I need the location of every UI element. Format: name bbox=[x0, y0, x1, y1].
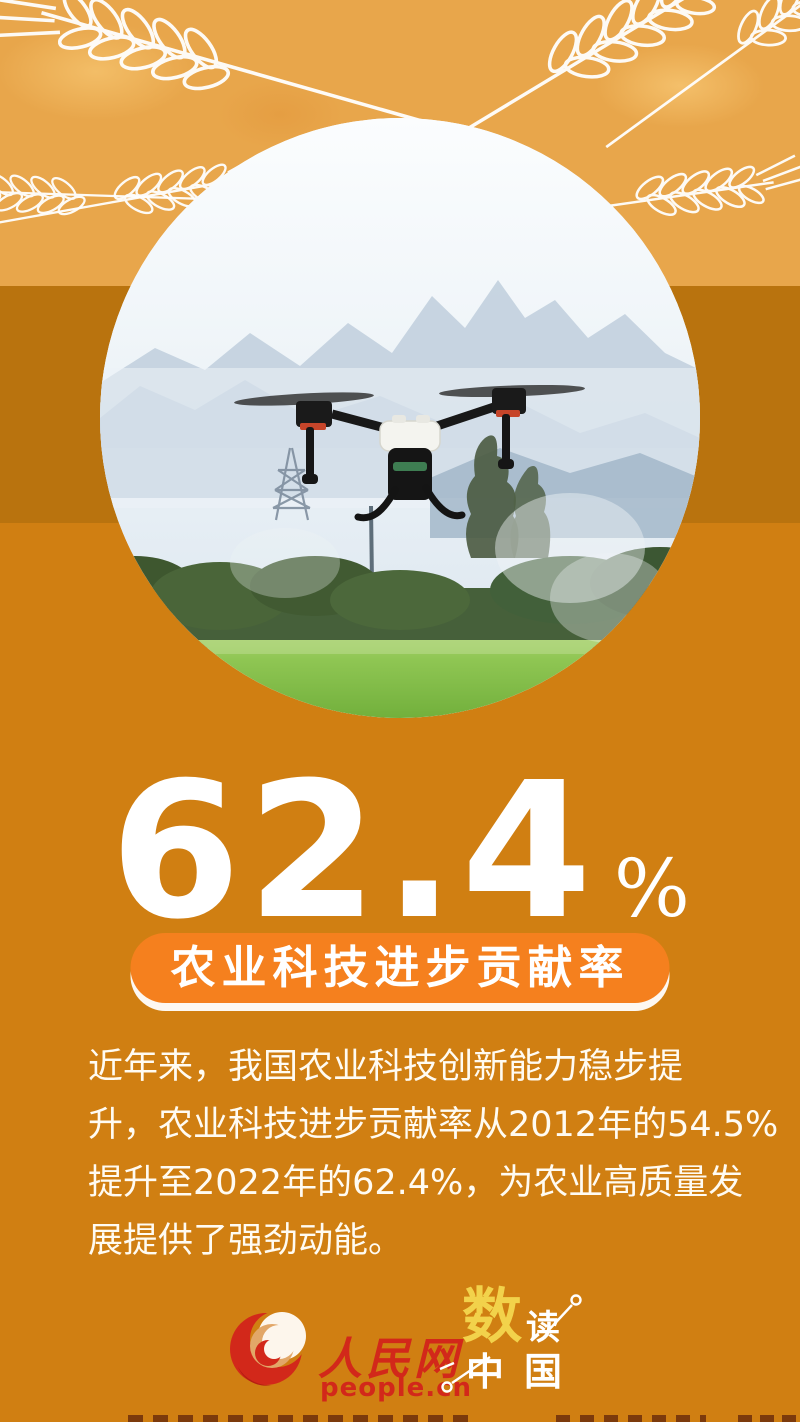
power-pylon bbox=[272, 447, 311, 521]
body-paragraph: 近年来，我国农业科技创新能力稳步提 升，农业科技进步贡献率从2012年的54.5… bbox=[88, 1038, 779, 1270]
drone-photo-illustration bbox=[100, 118, 700, 718]
body-line: 近年来，我国农业科技创新能力稳步提 bbox=[88, 1047, 684, 1087]
shudu-zhongguo-logo: 数 读 中 国 bbox=[438, 1283, 603, 1403]
people-cn-logo: 人民网 people.cn bbox=[226, 1301, 471, 1403]
shudu-char-du: 读 bbox=[526, 1308, 560, 1348]
headline-stat: 62.4% bbox=[0, 742, 800, 961]
drone-photo-circle bbox=[100, 118, 700, 718]
body-line: 提升至2022年的62.4%，为农业高质量发 bbox=[88, 1163, 744, 1203]
people-cn-wordmark: 人民网 bbox=[318, 1334, 462, 1385]
people-cn-domain: people.cn bbox=[320, 1373, 473, 1403]
field-highlight bbox=[100, 640, 700, 654]
people-cn-globe-icon bbox=[230, 1311, 306, 1386]
cutoff-credit-text-left bbox=[128, 1415, 473, 1422]
stat-label-badge: 农业科技进步贡献率 bbox=[130, 933, 670, 1003]
body-line: 升，农业科技进步贡献率从2012年的54.5% bbox=[88, 1105, 779, 1145]
shudu-char-guo: 国 bbox=[524, 1350, 563, 1394]
cutoff-credit-text-right bbox=[738, 1415, 798, 1422]
shudu-char-shu: 数 bbox=[462, 1282, 522, 1352]
trend-line-decoration bbox=[439, 1294, 582, 1393]
shudu-char-zhong: 中 bbox=[466, 1350, 505, 1394]
agricultural-drone bbox=[234, 384, 585, 522]
stat-unit: % bbox=[613, 842, 690, 935]
stat-value: 62.4 bbox=[110, 742, 598, 961]
cutoff-credit-text-middle bbox=[556, 1415, 706, 1422]
body-line: 展提供了强劲动能。 bbox=[88, 1221, 404, 1261]
footer-logos: 人民网 people.cn 数 读 中 国 bbox=[0, 1283, 800, 1403]
